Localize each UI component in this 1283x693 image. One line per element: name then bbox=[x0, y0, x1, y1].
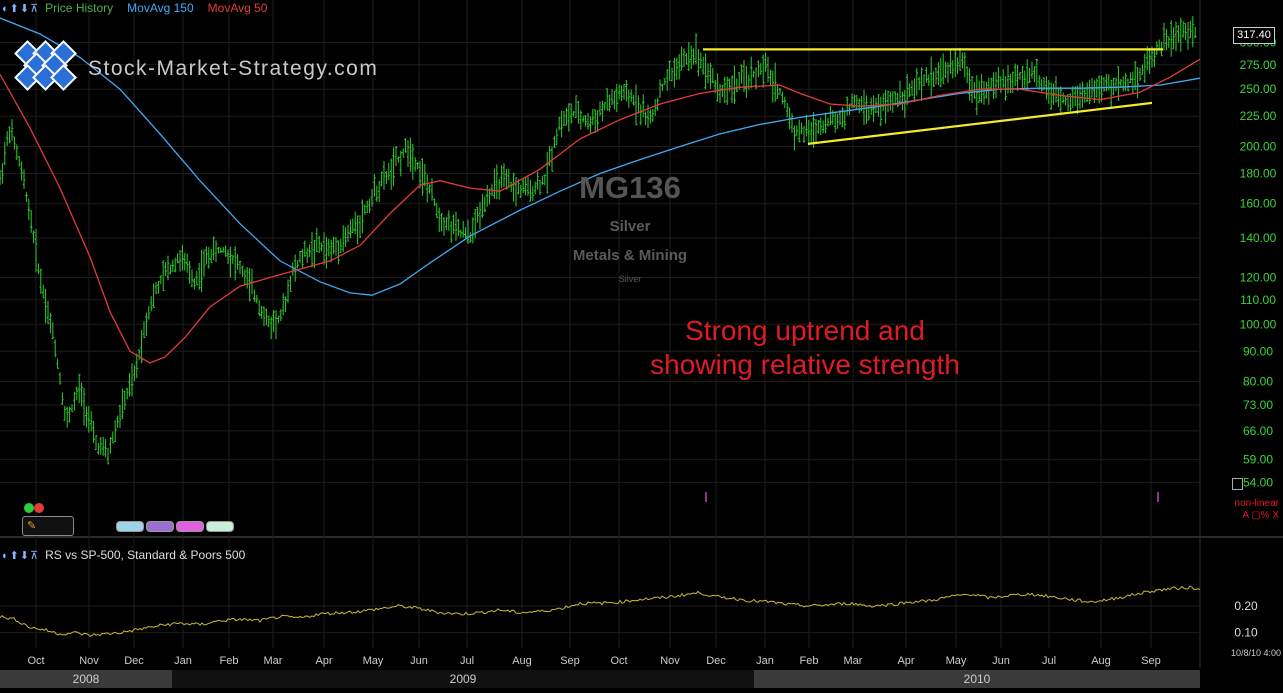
rs-panel bbox=[0, 585, 1201, 637]
annotation-line-1: Strong uptrend and bbox=[685, 315, 925, 346]
rs-legend: ◐⬆⬇⊼ RS vs SP-500, Standard & Poors 500 bbox=[2, 547, 245, 563]
rs-legend-label[interactable]: RS vs SP-500, Standard & Poors 500 bbox=[45, 548, 246, 562]
watermark-name: Silver bbox=[609, 218, 651, 235]
year-band bbox=[172, 670, 754, 688]
month-label: May bbox=[946, 655, 967, 667]
annotation-text: Strong uptrend and showing relative stre… bbox=[600, 314, 1010, 382]
legend-arrows-icon[interactable]: ◐⬆⬇⊼ bbox=[2, 2, 40, 15]
drawing-tool-button[interactable]: ✎ bbox=[22, 516, 74, 536]
year-label: 2009 bbox=[450, 672, 477, 686]
month-label: Aug bbox=[512, 655, 532, 667]
watermark-sub: Silver bbox=[618, 274, 642, 284]
lower-trendline bbox=[807, 101, 1153, 145]
y-tick-label: 110.00 bbox=[1240, 293, 1276, 307]
y-tick-label: 90.00 bbox=[1243, 344, 1273, 358]
legend-price-history[interactable]: Price History bbox=[45, 1, 114, 15]
logo-text: Stock-Market-Strategy.com bbox=[88, 57, 379, 80]
y-tick-label: 100.00 bbox=[1240, 317, 1277, 331]
legend-ma50[interactable]: MovAvg 50 bbox=[207, 1, 268, 15]
month-label: Aug bbox=[1091, 655, 1111, 667]
rs-line bbox=[0, 585, 1201, 637]
y-tick-label: 120.00 bbox=[1240, 270, 1277, 284]
year-label: 2008 bbox=[73, 672, 100, 686]
month-label: Oct bbox=[610, 655, 627, 667]
month-label: Sep bbox=[1141, 655, 1161, 667]
month-label: Dec bbox=[706, 655, 726, 667]
tool-pill-magenta[interactable] bbox=[176, 521, 204, 532]
y-tick-label: 160.00 bbox=[1240, 197, 1277, 211]
diamond-logo-icon bbox=[14, 40, 77, 96]
logo: Stock-Market-Strategy.com bbox=[14, 40, 379, 96]
axis-toggle-icon[interactable] bbox=[1232, 478, 1243, 490]
y-tick-label: 225.00 bbox=[1240, 109, 1277, 123]
scale-mode-line-1: non-linear bbox=[1234, 498, 1279, 509]
year-label: 2010 bbox=[964, 672, 991, 686]
y-tick-label: 200.00 bbox=[1240, 139, 1277, 153]
y-tick-label: 73.00 bbox=[1243, 398, 1273, 412]
y-tick-label: 275.00 bbox=[1240, 58, 1277, 72]
price-legend: ◐⬆⬇⊼ Price History MovAvg 150 MovAvg 50 bbox=[2, 0, 267, 16]
month-label: Jun bbox=[992, 655, 1010, 667]
series-lines bbox=[0, 17, 1201, 502]
rs-legend-arrows-icon[interactable]: ◐⬆⬇⊼ bbox=[2, 549, 40, 562]
y-tick-label: 250.00 bbox=[1240, 82, 1277, 96]
month-label: Oct bbox=[27, 655, 44, 667]
month-label: Mar bbox=[264, 655, 283, 667]
ma150-line bbox=[0, 17, 1201, 296]
y-tick-label: 140.00 bbox=[1240, 231, 1277, 245]
green-dot-button[interactable] bbox=[24, 503, 34, 513]
y-tick-label: 54.00 bbox=[1243, 475, 1273, 489]
month-label: Jul bbox=[1042, 655, 1056, 667]
month-label: Jul bbox=[460, 655, 474, 667]
tool-pill-mint[interactable] bbox=[206, 521, 234, 532]
month-label: Mar bbox=[844, 655, 863, 667]
legend-ma150[interactable]: MovAvg 150 bbox=[127, 1, 194, 15]
month-label: Dec bbox=[124, 655, 144, 667]
watermark-sector: Metals & Mining bbox=[572, 247, 688, 264]
price-bars bbox=[0, 16, 1197, 465]
y-tick-label: 180.00 bbox=[1240, 166, 1277, 180]
axes: 54.00 59.00 66.00 73.00 80.00 90.00 100.00 110.… bbox=[0, 35, 1277, 688]
y-tick-label: 66.00 bbox=[1243, 424, 1273, 438]
y-tick-label: 80.00 bbox=[1243, 374, 1273, 388]
annotation-line-2: showing relative strength bbox=[650, 349, 960, 380]
month-label: Jan bbox=[174, 655, 192, 667]
month-label: Jun bbox=[410, 655, 428, 667]
scale-mode-line-2: A ▢% X bbox=[1242, 510, 1279, 521]
month-label: Apr bbox=[897, 655, 914, 667]
month-label: Nov bbox=[660, 655, 680, 667]
rs-tick-label: 0.10 bbox=[1234, 626, 1258, 640]
month-label: May bbox=[363, 655, 384, 667]
tool-pill-cyan[interactable] bbox=[116, 521, 144, 532]
scale-mode[interactable]: non-linear A ▢% X bbox=[1235, 498, 1279, 522]
tool-pill-purple[interactable] bbox=[146, 521, 174, 532]
y-tick-label: 59.00 bbox=[1243, 453, 1273, 467]
last-price-box: 317.40 bbox=[1233, 27, 1275, 44]
year-band bbox=[0, 670, 172, 688]
month-label: Feb bbox=[800, 655, 819, 667]
month-label: Sep bbox=[560, 655, 580, 667]
month-label: Apr bbox=[315, 655, 332, 667]
rs-tick-label: 0.20 bbox=[1234, 599, 1258, 613]
date-stamp: 10/8/10 4:00 bbox=[1230, 648, 1281, 658]
ma50-line bbox=[0, 58, 1201, 364]
red-dot-button[interactable] bbox=[34, 503, 44, 513]
watermark-code: MG136 bbox=[579, 170, 681, 205]
year-band bbox=[754, 670, 1200, 688]
month-label: Nov bbox=[79, 655, 99, 667]
month-label: Jan bbox=[756, 655, 774, 667]
pencil-icon: ✎ bbox=[27, 520, 37, 532]
month-label: Feb bbox=[220, 655, 239, 667]
